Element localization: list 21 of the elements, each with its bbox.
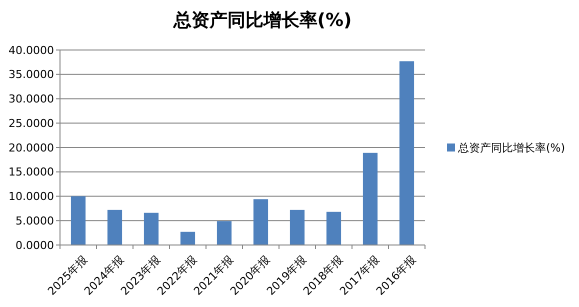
- y-tick-label: 15.0000: [8, 166, 54, 179]
- y-tick-label: 35.0000: [8, 68, 54, 82]
- y-tick-label: 40.0000: [8, 44, 54, 57]
- legend-label: 总资产同比增长率(%): [457, 141, 566, 154]
- bar: [290, 210, 305, 245]
- y-tick-label: 10.0000: [8, 190, 54, 204]
- bar: [362, 152, 378, 245]
- chart-title: 总资产同比增长率(%): [172, 10, 352, 31]
- y-tick-label: 25.0000: [8, 116, 54, 130]
- bar: [70, 196, 86, 245]
- y-tick-label: 30.0000: [8, 92, 54, 106]
- bar: [253, 199, 268, 245]
- bar: [144, 212, 159, 245]
- bar: [180, 232, 196, 245]
- bar: [399, 61, 414, 245]
- y-tick-label: 20.0000: [8, 141, 54, 154]
- y-tick-label: 0.0000: [16, 238, 54, 252]
- bar: [326, 212, 342, 245]
- bar: [107, 210, 122, 245]
- y-tick-label: 5.0000: [16, 214, 54, 228]
- bar: [216, 221, 232, 245]
